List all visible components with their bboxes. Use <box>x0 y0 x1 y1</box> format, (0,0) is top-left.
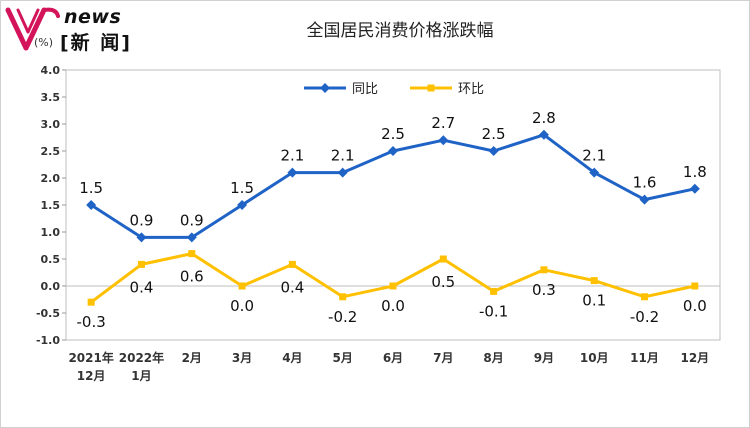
data-label: 0.3 <box>532 281 556 299</box>
x-tick-label: 11月 <box>630 351 659 365</box>
legend-marker-1 <box>320 83 330 93</box>
series-2-point <box>339 293 347 301</box>
y-unit-label: (%) <box>34 36 53 49</box>
series-2-point <box>641 293 649 301</box>
series-2-point <box>490 287 498 295</box>
legend-label-2: 环比 <box>458 82 484 97</box>
series-2-point <box>188 250 196 258</box>
series-2-point <box>137 260 145 268</box>
series-1-point <box>689 183 700 194</box>
data-label: 0.1 <box>582 292 606 310</box>
data-label: 2.5 <box>381 125 405 143</box>
y-tick-label: 1.0 <box>41 226 61 239</box>
legend-label-1: 同比 <box>352 82 378 97</box>
x-tick-label: 2月 <box>182 351 202 365</box>
series-1-point <box>388 146 398 156</box>
chart-title: 全国居民消费价格涨跌幅 <box>307 21 494 41</box>
y-tick-label: 3.5 <box>41 91 61 104</box>
x-tick-label: 4月 <box>282 351 302 365</box>
data-label: 1.8 <box>683 163 707 181</box>
data-label: 2.1 <box>331 147 355 165</box>
x-tick-label: 7月 <box>433 351 453 365</box>
legend-marker-2 <box>427 84 435 92</box>
data-label: 0.6 <box>180 268 204 286</box>
y-tick-label: 2.0 <box>41 172 61 185</box>
data-label: 2.1 <box>582 147 606 165</box>
x-tick-label: 10月 <box>580 351 609 365</box>
series-2-point <box>439 255 447 263</box>
series-1-point <box>589 167 600 178</box>
data-label: -0.2 <box>630 308 659 326</box>
series-1-point <box>639 194 650 205</box>
series-1-point <box>186 232 197 243</box>
data-label: 0.0 <box>683 297 707 315</box>
x-tick-label: 5月 <box>333 351 353 365</box>
data-label: 0.5 <box>431 273 455 291</box>
data-label: 1.5 <box>79 179 103 197</box>
data-label: 2.1 <box>280 147 304 165</box>
data-label: 1.5 <box>230 179 254 197</box>
series-1-point <box>337 167 348 178</box>
y-tick-label: 0.0 <box>41 280 61 293</box>
v-logo-icon <box>5 7 60 51</box>
data-label: 0.4 <box>280 278 304 296</box>
x-tick-label: 2021年 <box>68 350 113 365</box>
data-label: 2.5 <box>482 125 506 143</box>
series-2-point <box>238 282 246 290</box>
series-1-point <box>287 167 298 178</box>
data-label: 0.0 <box>381 297 405 315</box>
data-label: -0.3 <box>77 313 106 331</box>
x-tick-label: 9月 <box>534 351 554 365</box>
x-tick-label: 12月 <box>77 369 106 383</box>
x-tick-label: 1月 <box>131 369 151 383</box>
series-2-point <box>540 266 548 274</box>
series-1-point <box>237 200 248 210</box>
y-tick-label: 2.5 <box>41 145 61 158</box>
y-tick-label: 4.0 <box>41 64 61 77</box>
data-label: -0.2 <box>328 308 357 326</box>
x-tick-label: 3月 <box>232 351 252 365</box>
data-label: 1.6 <box>633 174 657 192</box>
y-tick-label: 3.0 <box>41 118 61 131</box>
data-label: 0.0 <box>230 297 254 315</box>
y-tick-label: -0.5 <box>36 307 60 320</box>
data-label: 2.7 <box>431 114 455 132</box>
data-label: -0.1 <box>479 302 508 320</box>
series-1-point <box>438 135 449 146</box>
y-tick-label: 1.5 <box>41 199 61 212</box>
series-1-point <box>538 129 549 140</box>
series-1-point <box>86 200 97 210</box>
logo-text-cn: [新 闻] <box>60 32 132 54</box>
x-tick-label: 8月 <box>483 351 503 365</box>
y-tick-label: 0.5 <box>41 253 61 266</box>
data-label: 2.8 <box>532 109 556 127</box>
series-1-point <box>488 146 499 156</box>
x-tick-label: 6月 <box>383 351 403 365</box>
data-label: 0.4 <box>130 278 154 296</box>
news-logo: news [新 闻] <box>4 4 144 54</box>
series-2-point <box>87 298 95 306</box>
series-2-point <box>590 277 598 285</box>
data-label: 0.9 <box>130 211 154 229</box>
data-label: 0.9 <box>180 211 204 229</box>
series-2-point <box>389 282 397 290</box>
logo-text-en: news <box>64 6 122 28</box>
x-tick-label: 12月 <box>680 351 709 365</box>
y-tick-label: -1.0 <box>36 334 60 347</box>
x-tick-label: 2022年 <box>119 350 164 365</box>
series-2-point <box>691 282 699 290</box>
series-2-point <box>288 260 296 268</box>
series-1-point <box>136 232 147 243</box>
